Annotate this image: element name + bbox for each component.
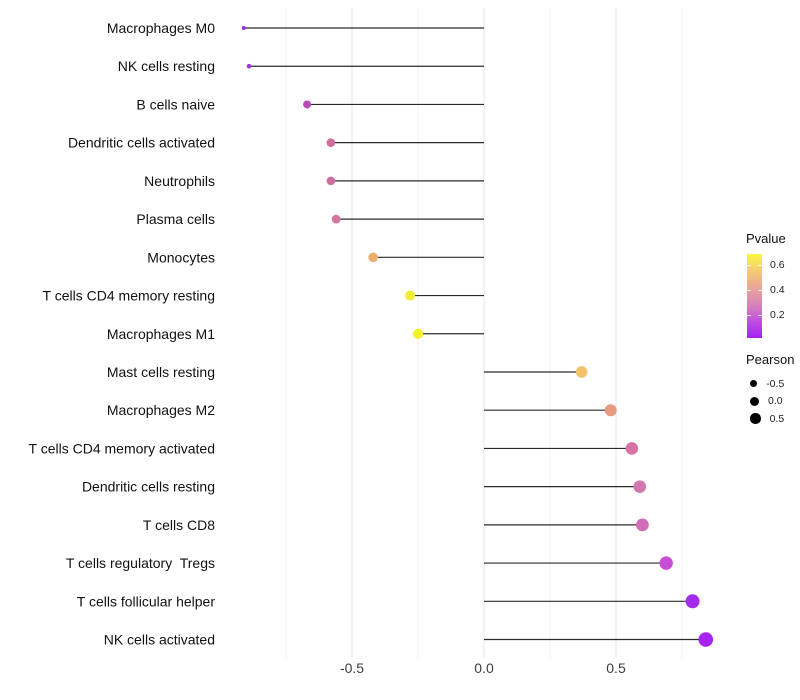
pearson-legend-row: -0.5 xyxy=(746,375,800,393)
row-label: Neutrophils xyxy=(144,173,215,189)
pvalue-tick-mark xyxy=(747,290,751,291)
pvalue-legend-title: Pvalue xyxy=(746,231,786,246)
data-point xyxy=(698,632,714,647)
x-tick-label: 0.5 xyxy=(606,660,626,676)
data-point xyxy=(412,328,424,339)
pearson-size-label: 0.0 xyxy=(768,395,783,408)
data-point xyxy=(405,290,416,301)
pvalue-tick-label: 0.2 xyxy=(770,309,785,321)
pearson-legend-title: Pearson xyxy=(746,352,795,367)
row-label: NK cells resting xyxy=(118,58,215,74)
data-point xyxy=(685,594,700,609)
pearson-legend-row: 0.5 xyxy=(746,410,800,428)
row-label: Macrophages M1 xyxy=(107,326,215,342)
x-tick-label: 0.0 xyxy=(474,660,494,676)
data-point xyxy=(368,252,378,263)
pvalue-gradient-bar xyxy=(747,254,762,338)
pearson-size-label: 0.5 xyxy=(769,412,785,425)
data-point xyxy=(575,366,588,378)
row-label: T cells CD8 xyxy=(143,517,215,533)
x-tick-label: -0.5 xyxy=(340,660,364,676)
row-label: T cells CD4 memory activated xyxy=(29,440,215,456)
pvalue-tick-label: 0.6 xyxy=(770,259,785,271)
row-label: Dendritic cells activated xyxy=(68,135,215,151)
row-label: T cells regulatory Tregs xyxy=(66,555,215,571)
data-point xyxy=(625,442,639,455)
row-label: T cells CD4 memory resting xyxy=(43,288,215,304)
data-point xyxy=(331,214,341,224)
pvalue-tick-mark xyxy=(758,290,762,291)
row-label: Dendritic cells resting xyxy=(82,479,215,495)
pearson-size-label: -0.5 xyxy=(766,377,785,390)
data-point xyxy=(659,556,673,570)
data-point xyxy=(303,100,312,109)
pearson-size-dot xyxy=(750,413,761,425)
data-point xyxy=(326,138,336,147)
row-label: Plasma cells xyxy=(136,211,215,227)
pearson-legend-row: 0.0 xyxy=(746,393,800,411)
pearson-legend: Pearson -0.5 0.0 0.5 xyxy=(746,352,800,428)
pearson-size-dot xyxy=(750,396,759,406)
row-label: NK cells activated xyxy=(104,632,215,648)
pvalue-gradient-wrap: 0.6 0.4 0.2 xyxy=(746,254,800,338)
row-label: B cells naive xyxy=(136,96,215,112)
row-label: Macrophages M0 xyxy=(107,20,215,36)
row-label: Monocytes xyxy=(147,249,215,265)
pvalue-tick-mark xyxy=(747,315,751,316)
data-point xyxy=(604,404,617,417)
pvalue-tick-mark xyxy=(758,265,762,266)
pvalue-tick-mark xyxy=(747,265,751,266)
data-point xyxy=(241,26,246,30)
row-label: Mast cells resting xyxy=(107,364,215,380)
row-label: T cells follicular helper xyxy=(77,593,216,609)
data-point xyxy=(246,63,252,69)
data-point xyxy=(326,176,336,186)
pearson-size-dot xyxy=(750,380,758,388)
pearson-legend-rows: -0.5 0.0 0.5 xyxy=(746,375,800,428)
pvalue-legend: Pvalue 0.6 0.4 0.2 xyxy=(746,231,800,338)
data-point xyxy=(636,518,649,532)
pvalue-tick-mark xyxy=(758,315,762,316)
pvalue-tick-label: 0.4 xyxy=(770,284,785,296)
data-point xyxy=(633,480,647,493)
row-label: Macrophages M2 xyxy=(107,402,215,418)
